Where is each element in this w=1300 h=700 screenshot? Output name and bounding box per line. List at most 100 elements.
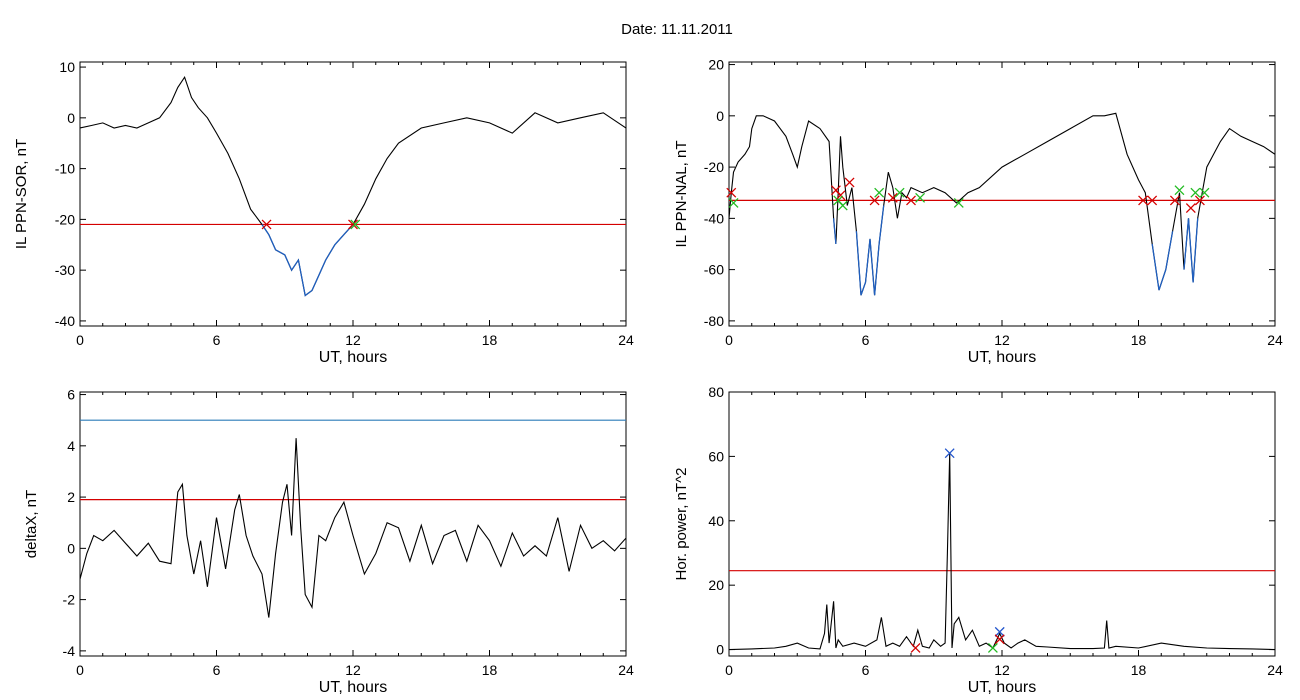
series-line	[80, 75, 626, 297]
x-axis-label: UT, hours	[968, 679, 1036, 696]
plot-frame	[79, 61, 627, 327]
event-marker	[915, 192, 926, 203]
event-marker	[910, 642, 921, 653]
x-tick-label: 24	[1267, 332, 1283, 348]
series-below-threshold	[1183, 218, 1199, 283]
y-tick-label: 2	[67, 489, 75, 505]
y-tick-label: 10	[59, 59, 75, 75]
x-tick-label: 18	[482, 662, 498, 678]
y-axis-label: Hor. power, nT^2	[673, 468, 690, 581]
panel-il-ppn-nal: 0 6 12 18 24 20 0 -20 -40 -60 -80 UT, hours IL PPN-N…	[673, 57, 1283, 366]
event-marker	[944, 448, 955, 459]
x-tick-label: 18	[1131, 332, 1147, 348]
series-below-threshold	[1151, 231, 1174, 291]
y-tick-label: -20	[704, 159, 724, 175]
x-tick-label: 0	[725, 662, 733, 678]
event-marker	[1147, 195, 1158, 206]
x-tick-label: 12	[994, 332, 1010, 348]
x-tick-label: 24	[618, 332, 634, 348]
event-marker	[835, 190, 846, 201]
y-tick-label: -40	[704, 210, 724, 226]
plot-area	[80, 419, 626, 618]
y-tick-label: 4	[67, 438, 75, 454]
series-line	[80, 438, 626, 618]
x-tick-label: 12	[994, 662, 1010, 678]
plot-frame	[728, 391, 1276, 657]
x-tick-label: 24	[1267, 662, 1283, 678]
y-tick-label: -2	[63, 592, 76, 608]
plot-area	[729, 453, 1275, 651]
event-marker	[350, 219, 361, 230]
x-tick-label: 24	[618, 662, 634, 678]
y-tick-label: -80	[704, 313, 724, 329]
plot-frame	[79, 391, 627, 657]
event-marker	[726, 187, 737, 198]
y-tick-label: 0	[67, 540, 75, 556]
panel-il-ppn-sor: 0 6 12 18 24 10 0 -10 -20 -30 -40 UT, hours IL PPN-S…	[13, 59, 634, 366]
x-tick-label: 6	[862, 332, 870, 348]
event-marker	[987, 642, 998, 653]
y-tick-label: -60	[704, 262, 724, 278]
event-marker	[1190, 187, 1201, 198]
y-tick-label: 80	[708, 384, 724, 400]
y-tick-label: -40	[55, 313, 75, 329]
event-marker	[887, 192, 898, 203]
y-tick-label: 60	[708, 448, 724, 464]
y-tick-label: 20	[708, 577, 724, 593]
event-marker	[994, 634, 1005, 645]
series-line	[729, 112, 1275, 296]
y-tick-label: -10	[55, 161, 75, 177]
y-tick-label: -30	[55, 262, 75, 278]
y-axis-label: IL PPN-SOR, nT	[13, 139, 30, 249]
x-tick-label: 0	[725, 332, 733, 348]
y-tick-label: -20	[55, 211, 75, 227]
panel-hor-power: 0 6 12 18 24 80 60 40 20 0 UT, hours Hor. power, nT…	[673, 384, 1283, 696]
series-below-threshold	[832, 218, 837, 245]
x-axis-label: UT, hours	[319, 349, 387, 366]
y-tick-label: 20	[708, 57, 724, 73]
event-marker	[844, 177, 855, 188]
event-marker	[1194, 195, 1205, 206]
event-marker	[994, 626, 1005, 637]
event-marker	[837, 200, 848, 211]
x-tick-label: 12	[345, 662, 361, 678]
event-marker	[1185, 203, 1196, 214]
plot-area	[80, 75, 626, 297]
event-marker	[261, 219, 272, 230]
x-axis-label: UT, hours	[319, 679, 387, 696]
event-marker	[1174, 185, 1185, 196]
event-marker	[1169, 195, 1180, 206]
event-marker	[906, 195, 916, 206]
event-marker	[1138, 195, 1149, 206]
y-axis-label: deltaX, nT	[23, 490, 40, 558]
x-tick-label: 6	[213, 332, 221, 348]
y-tick-label: 0	[716, 108, 724, 124]
y-tick-label: 6	[67, 387, 75, 403]
series-line	[729, 453, 1275, 651]
series-below-threshold	[261, 224, 354, 297]
y-tick-label: 40	[708, 513, 724, 529]
event-marker	[869, 195, 880, 206]
event-marker	[874, 187, 885, 198]
x-tick-label: 18	[1131, 662, 1147, 678]
event-marker	[953, 198, 964, 208]
event-marker	[894, 187, 905, 198]
series-below-threshold	[855, 205, 885, 296]
x-tick-label: 6	[213, 662, 221, 678]
event-marker	[348, 219, 358, 230]
event-marker	[728, 198, 739, 208]
event-marker	[1199, 187, 1210, 198]
plot-area	[729, 112, 1275, 296]
panel-deltax: 0 6 12 18 24 6 4 2 0 -2 -4 UT, hours deltaX, nT	[23, 387, 634, 696]
x-axis-label: UT, hours	[968, 349, 1036, 366]
y-tick-label: 0	[716, 642, 724, 658]
x-tick-label: 18	[482, 332, 498, 348]
y-tick-label: -4	[63, 643, 76, 659]
y-axis-label: IL PPN-NAL, nT	[673, 141, 690, 248]
figure-title: Date: 11.11.2011	[621, 21, 733, 38]
y-tick-label: 0	[67, 110, 75, 126]
plot-frame	[728, 61, 1276, 327]
x-tick-label: 0	[76, 662, 84, 678]
x-tick-label: 0	[76, 332, 84, 348]
